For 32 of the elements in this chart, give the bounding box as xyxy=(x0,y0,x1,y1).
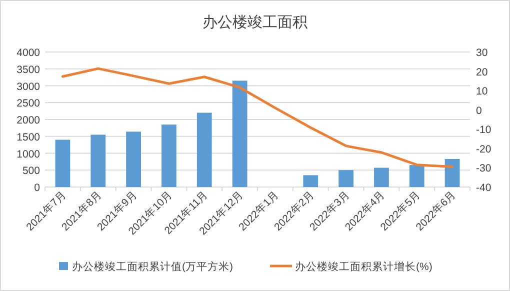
bar xyxy=(409,165,424,187)
bar xyxy=(55,140,70,187)
y-tick-label: 1000 xyxy=(16,148,40,160)
bar xyxy=(90,134,106,187)
bar xyxy=(303,175,318,187)
bar xyxy=(444,158,460,187)
bar xyxy=(374,168,389,187)
y2-tick-label: -30 xyxy=(476,162,492,175)
y2-tick-label: -40 xyxy=(476,182,492,194)
legend-label: 办公楼竣工面积累计增长(%) xyxy=(295,260,432,273)
bar xyxy=(232,80,248,187)
bar xyxy=(126,132,141,187)
bar xyxy=(338,170,354,187)
y-tick-label: 3500 xyxy=(16,64,40,76)
chart-title: 办公楼竣工面积 xyxy=(202,14,308,31)
y2-tick-label: 0 xyxy=(476,104,482,117)
y-tick-label: 1500 xyxy=(16,131,40,144)
y-tick-label: 2000 xyxy=(16,114,40,126)
legend-label: 办公楼竣工面积累计值(万平方米) xyxy=(72,260,233,273)
y2-tick-label: -10 xyxy=(476,124,492,136)
y-tick-label: 500 xyxy=(22,165,40,178)
y-tick-label: 2500 xyxy=(16,98,40,110)
line-series xyxy=(61,67,454,168)
bar xyxy=(162,124,176,187)
y2-tick-label: 30 xyxy=(476,47,488,59)
y-tick-label: 4000 xyxy=(16,47,40,59)
y2-tick-label: 20 xyxy=(476,66,488,78)
y-tick-label: 0 xyxy=(34,182,40,194)
y2-tick-label: 10 xyxy=(476,86,488,98)
y2-tick-label: -20 xyxy=(476,143,492,156)
bar xyxy=(196,112,212,187)
y-tick-label: 3000 xyxy=(16,80,40,93)
